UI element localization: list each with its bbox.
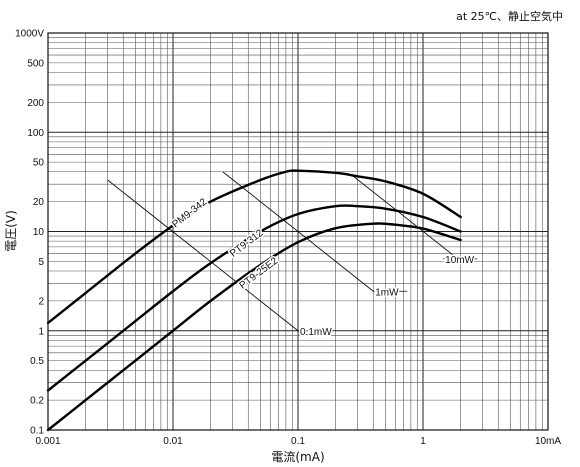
series-line xyxy=(46,204,462,392)
power-lines xyxy=(107,171,459,332)
power-line xyxy=(107,179,299,332)
y-tick-label: 100 xyxy=(27,128,44,139)
y-tick-label: 50 xyxy=(33,158,45,169)
y-tick-label: 1 xyxy=(38,326,44,337)
series-group xyxy=(46,169,462,432)
y-tick-label: 1000V xyxy=(15,29,44,40)
y-axis-ticks: 1000V 500 200 100 50 20 10 5 2 1 0.5 0.2 0.1 xyxy=(15,29,44,437)
y-tick-label: 10 xyxy=(33,227,45,238)
y-tick-label: 200 xyxy=(27,98,44,109)
condition-note: at 25℃、静止空気中 xyxy=(456,9,563,23)
y-tick-label: 0.1 xyxy=(30,426,44,437)
power-label: 1mW xyxy=(375,287,399,298)
x-tick-label: 0.001 xyxy=(35,436,60,447)
x-axis-title: 電流(mA) xyxy=(271,450,324,464)
x-tick-label: 10mA xyxy=(535,436,561,447)
series-line xyxy=(46,169,462,325)
x-tick-label: 1 xyxy=(420,436,426,447)
y-tick-label: 20 xyxy=(33,197,45,208)
y-tick-label: 2 xyxy=(38,296,44,307)
power-label: 0.1mW xyxy=(300,327,332,338)
y-tick-label: 0.5 xyxy=(30,356,44,367)
power-line xyxy=(222,171,374,292)
plot-frame xyxy=(47,32,549,431)
x-tick-label: 0.1 xyxy=(291,436,305,447)
y-tick-label: 500 xyxy=(27,58,44,69)
power-line xyxy=(351,174,459,260)
y-tick-label: 5 xyxy=(38,257,44,268)
x-axis-ticks: 0.001 0.01 0.1 1 10mA xyxy=(35,436,561,447)
y-tick-label: 0.2 xyxy=(30,396,44,407)
power-label: 10mW xyxy=(445,255,474,266)
x-tick-label: 0.01 xyxy=(163,436,183,447)
series-line xyxy=(46,222,462,432)
y-axis-title: 電圧(V) xyxy=(4,210,18,252)
